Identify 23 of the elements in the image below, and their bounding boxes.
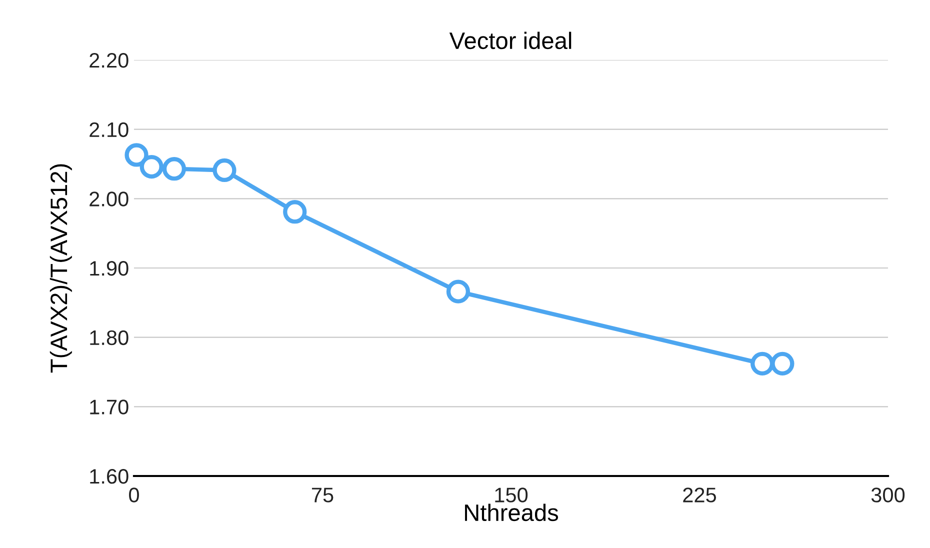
x-tick-label: 75 <box>312 488 334 502</box>
y-axis-title: T(AVX2)/T(AVX512) <box>50 164 72 373</box>
x-tick-label: 150 <box>495 488 528 502</box>
y-tick-label: 2.20 <box>90 53 128 68</box>
y-tick-label: 1.60 <box>90 469 128 484</box>
point <box>162 157 186 181</box>
point <box>124 143 148 167</box>
point <box>212 158 236 182</box>
x-tick-label: 0 <box>129 488 139 502</box>
point <box>283 200 307 224</box>
point <box>750 352 774 376</box>
y-tick-label: 1.80 <box>90 330 128 346</box>
y-tick-label: 1.70 <box>90 400 128 414</box>
point <box>770 352 794 376</box>
point <box>140 154 164 179</box>
x-tick-label: 225 <box>683 488 716 502</box>
y-tick-label: 2.00 <box>90 192 128 206</box>
y-tick-label: 1.90 <box>90 261 128 276</box>
x-axis-title: Nthreads <box>465 504 558 522</box>
x-tick-label: 300 <box>871 488 905 502</box>
chart-title: Vector ideal <box>449 32 572 50</box>
point <box>446 280 470 304</box>
y-tick-label: 2.10 <box>90 122 128 138</box>
